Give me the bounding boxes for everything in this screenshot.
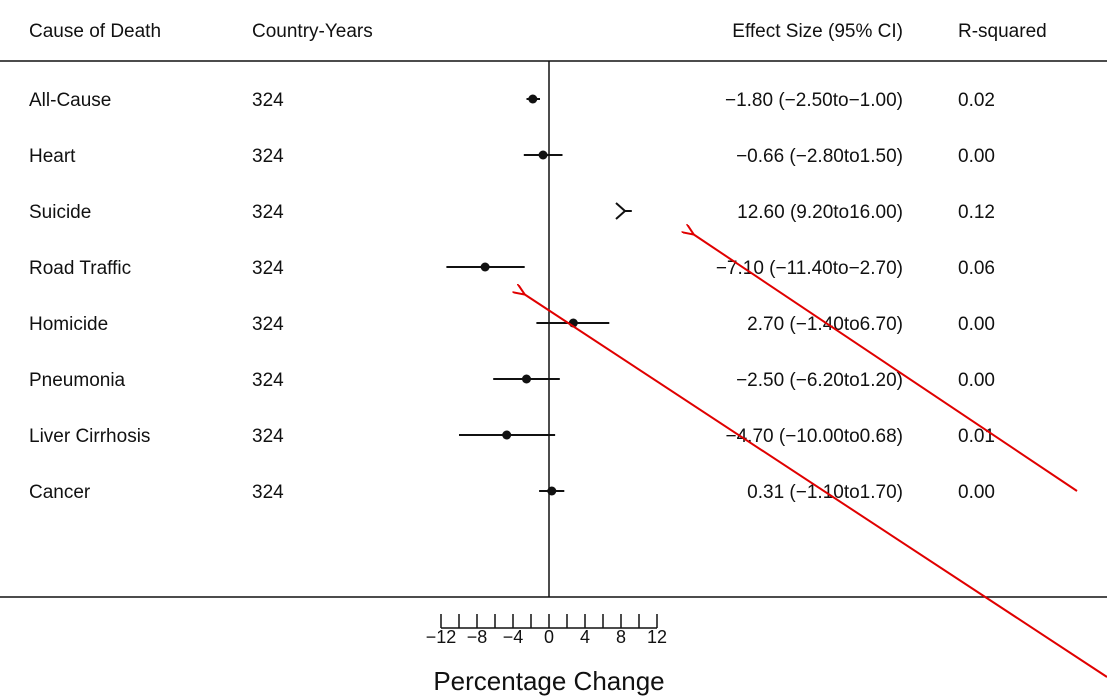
row-effect-ci-text: −2.50 (−6.20to1.20) [736,370,903,391]
point-estimate [538,150,548,160]
out-of-range-arrowhead [615,202,627,220]
row-country-years: 324 [252,426,284,447]
row-effect-ci-text: −4.70 (−10.00to0.68) [726,426,903,447]
row-cause-label: Pneumonia [29,370,126,391]
row-r-squared: 0.00 [958,370,995,391]
header-country-years: Country-Years [252,21,373,42]
point-estimate [528,94,538,104]
row-r-squared: 0.12 [958,202,995,223]
header-r-squared: R-squared [958,21,1047,42]
row-r-squared: 0.00 [958,482,995,503]
row-country-years: 324 [252,90,284,111]
row-road-traffic: Road Traffic 324 −7.10 (−11.40to−2.70) 0.06 [29,258,995,279]
row-effect-ci-text: 2.70 (−1.40to6.70) [747,314,903,335]
row-effect-ci-text: −0.66 (−2.80to1.50) [736,146,903,167]
row-cause-label: Road Traffic [29,258,131,279]
row-effect-ci-text: 12.60 (9.20to16.00) [737,202,903,223]
row-country-years: 324 [252,202,284,223]
row-r-squared: 0.01 [958,426,995,447]
header-cause: Cause of Death [29,21,161,42]
row-effect-ci-text: −7.10 (−11.40to−2.70) [716,258,903,279]
point-estimate [522,374,531,384]
row-r-squared: 0.06 [958,258,995,279]
x-tick-label: 0 [544,627,554,647]
row-r-squared: 0.02 [958,90,995,111]
row-cause-label: Liver Cirrhosis [29,426,150,447]
row-cause-label: Suicide [29,202,91,223]
header-effect-size: Effect Size (95% CI) [732,21,903,42]
row-cause-label: All-Cause [29,90,111,111]
x-tick-label: 4 [580,627,590,647]
point-estimate [547,486,557,496]
row-cause-label: Homicide [29,314,108,335]
row-suicide: Suicide 324 12.60 (9.20to16.00) 0.12 [29,202,995,223]
annotation-arrow-road-traffic [524,294,1107,678]
row-all-cause: All-Cause 324 −1.80 (−2.50to−1.00) 0.02 [29,90,995,111]
row-effect-ci-text: −1.80 (−2.50to−1.00) [725,90,903,111]
row-cause-label: Heart [29,146,76,167]
row-country-years: 324 [252,370,284,391]
x-tick-label: −12 [426,627,457,647]
x-tick-label: −8 [467,627,488,647]
x-tick-label: 8 [616,627,626,647]
point-estimate [502,430,512,440]
row-country-years: 324 [252,482,284,503]
row-liver-cirrhosis: Liver Cirrhosis 324 −4.70 (−10.00to0.68) 0.… [29,426,995,447]
annotation-arrow-suicide [693,234,1078,492]
row-country-years: 324 [252,146,284,167]
row-r-squared: 0.00 [958,314,995,335]
row-country-years: 324 [252,258,284,279]
row-r-squared: 0.00 [958,146,995,167]
row-country-years: 324 [252,314,284,335]
x-axis-label: Percentage Change [433,666,664,696]
row-homicide: Homicide 324 2.70 (−1.40to6.70) 0.00 [29,314,995,335]
x-tick-label: 12 [647,627,667,647]
row-heart: Heart 324 −0.66 (−2.80to1.50) 0.00 [29,146,995,167]
row-pneumonia: Pneumonia 324 −2.50 (−6.20to1.20) 0.00 [29,370,995,391]
x-tick-label: −4 [503,627,524,647]
point-estimate [480,262,490,272]
row-cause-label: Cancer [29,482,91,503]
